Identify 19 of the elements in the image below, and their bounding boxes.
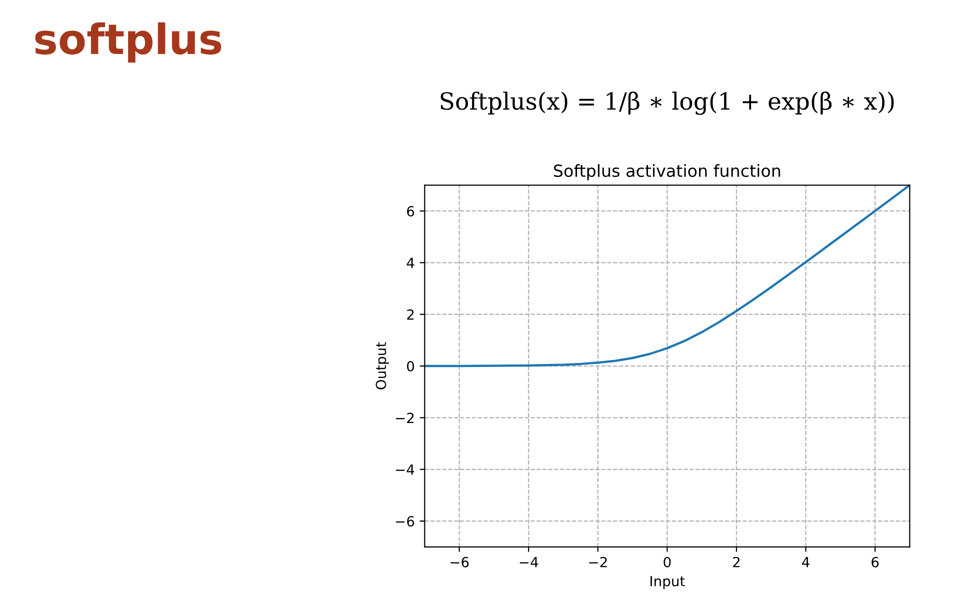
y-tick-label: 0: [407, 360, 414, 372]
x-tick-label: 0: [664, 556, 671, 568]
x-tick-label: −2: [589, 556, 607, 568]
y-tick-label: 2: [407, 309, 414, 320]
y-axis-title: Output: [376, 342, 389, 390]
text: Softplus(x) = 1/β ∗ log(1 + exp(β ∗ x)): [440, 92, 894, 115]
chart-subtitle: Softplus activation function: [554, 164, 780, 180]
y-tick-label: −4: [396, 464, 414, 475]
y-tick-label: 4: [406, 258, 414, 268]
x-tick-label: −6: [450, 556, 469, 568]
y-tick-label: 6: [407, 206, 414, 216]
x-tick-label: 4: [802, 557, 810, 568]
x-tick-label: 6: [872, 556, 879, 568]
y-tick-label: −6: [396, 516, 414, 527]
x-axis-title: Input: [650, 576, 685, 590]
chart-title: softplus: [35, 22, 222, 63]
x-tick-label: −4: [520, 557, 538, 568]
y-tick-label: −2: [396, 412, 414, 423]
x-tick-label: 2: [733, 556, 740, 568]
